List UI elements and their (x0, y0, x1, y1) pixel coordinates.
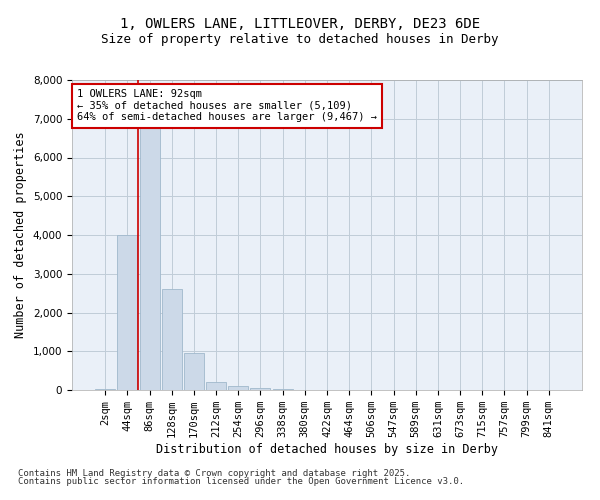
Bar (140, 105, 160, 390)
Bar (250, 388, 271, 390)
Text: 1 OWLERS LANE: 92sqm
← 35% of detached houses are smaller (5,109)
64% of semi-de: 1 OWLERS LANE: 92sqm ← 35% of detached h… (77, 90, 377, 122)
Text: Contains HM Land Registry data © Crown copyright and database right 2025.: Contains HM Land Registry data © Crown c… (18, 468, 410, 477)
Text: Size of property relative to detached houses in Derby: Size of property relative to detached ho… (101, 32, 499, 46)
Text: 1, OWLERS LANE, LITTLEOVER, DERBY, DE23 6DE: 1, OWLERS LANE, LITTLEOVER, DERBY, DE23 … (120, 18, 480, 32)
Bar (118, 235, 137, 390)
Bar (206, 382, 226, 390)
Bar (228, 386, 248, 390)
Bar (95, 389, 115, 390)
Text: Contains public sector information licensed under the Open Government Licence v3: Contains public sector information licen… (18, 477, 464, 486)
X-axis label: Distribution of detached houses by size in Derby: Distribution of detached houses by size … (156, 443, 498, 456)
Y-axis label: Number of detached properties: Number of detached properties (14, 132, 27, 338)
Bar (162, 289, 182, 390)
Bar (184, 353, 204, 390)
Bar (272, 389, 293, 390)
